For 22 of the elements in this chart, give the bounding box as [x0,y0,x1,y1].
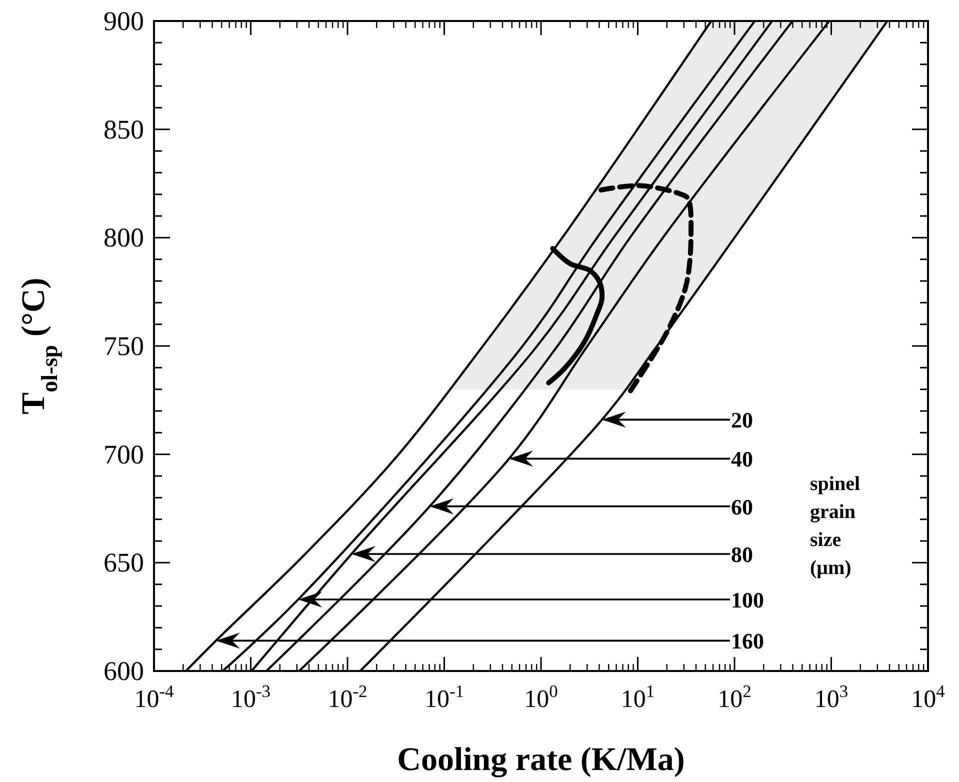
annotation: 40 [731,446,753,472]
x-tick-label: 10$^{2}$ [718,681,752,713]
x-tick-label: 10$^{4}$ [911,681,946,713]
y-tick-label: 700 [104,439,144,470]
x-tick-label: 10$^{3}$ [814,681,848,713]
x-axis-title: Cooling rate (K/Ma) [397,742,685,778]
y-tick-label: 850 [104,114,144,144]
annotation: spinel grain size (μm) [810,473,860,579]
x-tick-label: 10$^{-1}$ [424,681,464,713]
annotation: 100 [731,588,764,612]
y-tick-label: 900 [104,6,144,36]
x-tick-label: 10$^{1}$ [620,681,655,713]
annotation: 80 [731,542,753,567]
annotation: 60 [731,494,753,520]
annotation: 160 [731,628,764,654]
annotation: 20 [731,408,753,433]
y-tick-label: 750 [104,331,144,361]
y-tick-label: 650 [104,548,144,578]
x-tick-label: 10$^{-2}$ [328,681,368,713]
x-tick-label: 10$^{0}$ [524,681,558,713]
y-tick-label: 800 [104,222,144,253]
x-tick-label: 10$^{-3}$ [230,681,271,713]
